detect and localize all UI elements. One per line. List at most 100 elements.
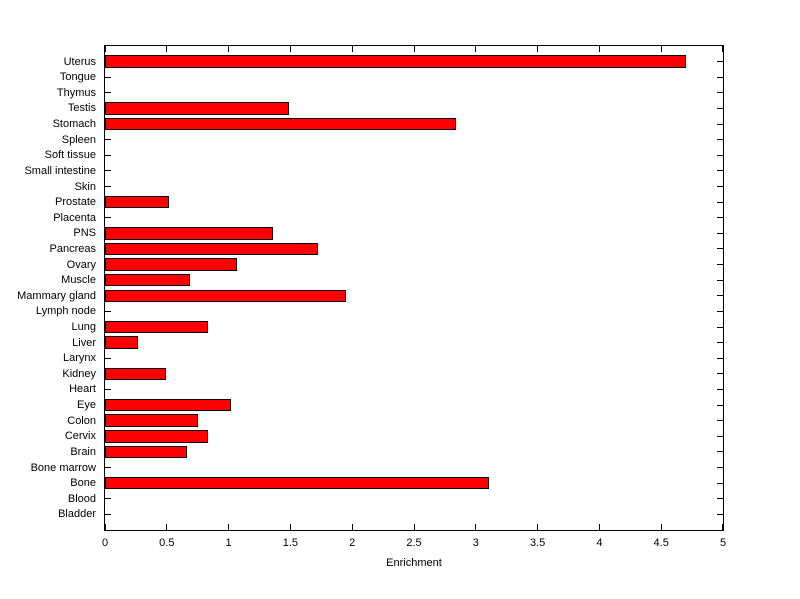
bar-pns (105, 227, 274, 240)
bar-uterus (105, 55, 686, 68)
x-tick-label-1: 1 (225, 537, 232, 549)
bar-liver (105, 336, 139, 349)
bar-colon (105, 414, 198, 427)
x-tick-bottom-2 (351, 524, 353, 530)
y-tick-right-bone (717, 482, 723, 484)
x-tick-bottom-1.5 (289, 524, 291, 530)
x-tick-label-3: 3 (472, 537, 479, 549)
x-tick-label-4: 4 (596, 537, 603, 549)
bar-pancreas (105, 242, 318, 256)
y-tick-right-muscle (717, 279, 723, 281)
x-axis-tick-labels: 0 0.5 1 1.5 2 2.5 3 3.5 4 4.5 5 (102, 537, 726, 551)
y-tick-right-lymph-node (717, 310, 723, 312)
x-tick-bottom-0 (105, 524, 106, 530)
x-tick-top-3.5 (537, 46, 539, 52)
category-label-brain: Brain (70, 445, 96, 458)
x-tick-top-3 (475, 46, 477, 52)
y-tick-right-eye (717, 404, 723, 406)
category-label-blood: Blood (67, 492, 96, 505)
category-label-placenta: Placenta (53, 211, 96, 224)
bar-mammary-gland (105, 289, 347, 303)
category-label-small-intestine: Small intestine (24, 164, 96, 177)
x-tick-label-1.5: 1.5 (282, 537, 299, 549)
y-tick-right-colon (717, 420, 723, 422)
y-tick-right-liver (717, 342, 723, 344)
y-tick-left-soft-tissue (105, 154, 111, 156)
category-label-stomach: Stomach (52, 118, 96, 131)
y-tick-right-cervix (717, 435, 723, 437)
y-tick-right-spleen (717, 139, 723, 141)
y-tick-left-skin (105, 186, 111, 188)
y-tick-right-small-intestine (717, 170, 723, 172)
y-tick-right-pns (717, 232, 723, 234)
y-tick-right-heart (717, 388, 723, 390)
y-tick-right-blood (717, 498, 723, 500)
y-tick-right-kidney (717, 373, 723, 375)
x-axis-title: Enrichment (386, 557, 442, 569)
x-tick-top-0.5 (166, 46, 168, 52)
y-tick-left-spleen (105, 139, 111, 141)
bar-brain (105, 445, 187, 459)
category-label-uterus: Uterus (63, 55, 96, 68)
category-label-prostate: Prostate (55, 196, 96, 209)
x-tick-bottom-1 (228, 524, 230, 530)
x-tick-top-0 (105, 46, 106, 52)
x-tick-bottom-4.5 (660, 524, 662, 530)
bar-testis (105, 102, 290, 115)
category-label-testis: Testis (67, 102, 96, 115)
y-tick-right-soft-tissue (717, 154, 723, 156)
category-label-pns: PNS (73, 227, 96, 240)
x-tick-label-2: 2 (349, 537, 356, 549)
y-tick-right-testis (717, 107, 723, 109)
category-label-bone-marrow: Bone marrow (30, 461, 96, 474)
x-tick-bottom-2.5 (413, 524, 415, 530)
x-tick-top-2.5 (413, 46, 415, 52)
plot-area (104, 45, 724, 531)
category-label-cervix: Cervix (64, 430, 96, 443)
bar-cervix (105, 430, 208, 443)
y-tick-left-small-intestine (105, 170, 111, 172)
plot-inner (105, 46, 723, 530)
category-label-kidney: Kidney (62, 367, 96, 380)
x-tick-top-4 (598, 46, 600, 52)
y-tick-right-mammary-gland (717, 295, 723, 297)
y-tick-left-lymph-node (105, 310, 111, 312)
category-label-spleen: Spleen (61, 133, 96, 146)
y-tick-left-placenta (105, 217, 111, 219)
x-tick-label-2.5: 2.5 (406, 537, 422, 549)
category-label-larynx: Larynx (62, 352, 96, 365)
x-tick-top-2 (351, 46, 353, 52)
x-tick-bottom-3.5 (537, 524, 539, 530)
y-tick-right-bone-marrow (717, 467, 723, 469)
y-tick-right-ovary (717, 264, 723, 266)
category-label-soft-tissue: Soft tissue (44, 149, 96, 162)
bar-lung (105, 320, 208, 334)
y-tick-left-larynx (105, 357, 111, 359)
y-tick-left-blood (105, 498, 111, 500)
x-tick-label-3.5: 3.5 (529, 537, 546, 549)
bar-bone (105, 476, 490, 490)
category-label-muscle: Muscle (61, 274, 96, 287)
x-tick-top-4.5 (660, 46, 662, 52)
category-label-bone: Bone (70, 477, 96, 490)
y-tick-right-tongue (717, 76, 723, 78)
y-tick-left-bone-marrow (105, 467, 111, 469)
category-label-colon: Colon (67, 414, 96, 427)
category-label-bladder: Bladder (58, 508, 96, 521)
y-tick-right-larynx (717, 357, 723, 359)
x-tick-label-4.5: 4.5 (653, 537, 669, 549)
category-label-pancreas: Pancreas (49, 242, 96, 255)
y-tick-right-lung (717, 326, 723, 328)
x-tick-top-1.5 (289, 46, 291, 52)
x-tick-top-5 (722, 46, 723, 52)
x-tick-top-1 (228, 46, 230, 52)
y-tick-right-placenta (717, 217, 723, 219)
category-label-tongue: Tongue (59, 71, 96, 84)
x-tick-label-0.5: 0.5 (159, 537, 175, 549)
x-tick-bottom-0.5 (166, 524, 168, 530)
y-tick-right-uterus (717, 61, 723, 63)
category-label-eye: Eye (77, 399, 96, 412)
x-tick-label-0: 0 (101, 537, 109, 549)
bar-prostate (105, 195, 170, 209)
bar-ovary (105, 258, 238, 271)
